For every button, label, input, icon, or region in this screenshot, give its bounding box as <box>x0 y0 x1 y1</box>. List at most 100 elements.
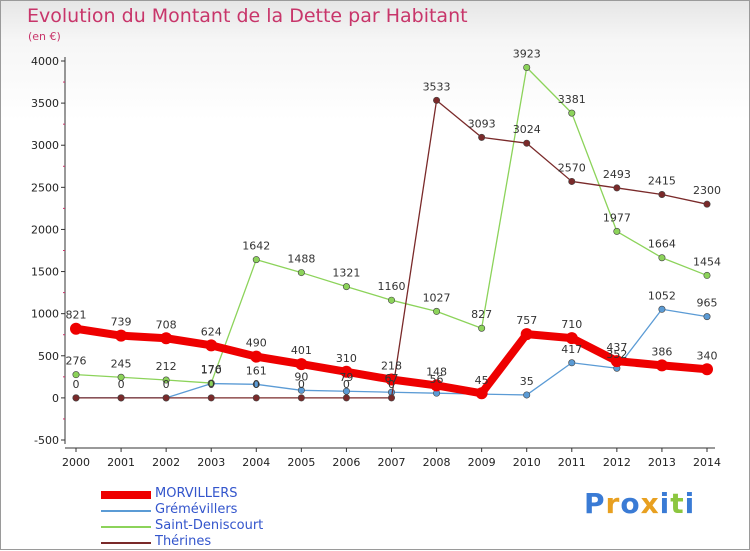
data-label: 0 <box>343 378 350 391</box>
data-label: 1488 <box>287 253 315 266</box>
series-point <box>703 271 711 279</box>
series-point <box>70 322 82 335</box>
logo-letter: i <box>684 487 696 520</box>
data-label: 1321 <box>332 267 360 280</box>
data-label: 161 <box>246 364 267 377</box>
x-tick-label: 2009 <box>468 456 496 469</box>
series-point <box>250 350 263 363</box>
data-label: 245 <box>111 357 132 370</box>
data-label: 56 <box>430 373 444 386</box>
data-label: 708 <box>156 318 177 331</box>
series-point <box>655 359 668 372</box>
series-point <box>475 387 488 400</box>
x-tick-label: 2010 <box>513 456 541 469</box>
series-point <box>523 391 531 399</box>
series-point <box>701 363 713 376</box>
series-point <box>72 371 80 379</box>
data-label: 1027 <box>423 291 451 304</box>
data-label: 1977 <box>603 211 631 224</box>
data-label: 2570 <box>558 161 586 174</box>
series-point <box>433 307 441 315</box>
series-point <box>703 200 711 208</box>
series-point <box>117 373 125 381</box>
data-label: 827 <box>471 308 492 321</box>
series-point <box>297 394 305 402</box>
series-point <box>703 313 711 321</box>
data-label: 35 <box>520 375 534 388</box>
data-label: 757 <box>516 314 537 327</box>
legend-swatch <box>101 510 151 512</box>
logo-letter: t <box>670 487 685 520</box>
legend-swatch <box>101 526 151 528</box>
x-tick-label: 2008 <box>423 456 451 469</box>
data-label: 79 <box>339 371 353 384</box>
legend-swatch <box>101 491 151 499</box>
data-label: 218 <box>381 360 402 373</box>
data-label: 1642 <box>242 240 270 253</box>
chart-series <box>70 63 713 402</box>
series-point <box>205 339 218 352</box>
y-tick-label: 500 <box>38 350 59 363</box>
data-label: 276 <box>66 355 87 368</box>
series-point <box>478 324 486 332</box>
y-tick-label: 2500 <box>31 181 59 194</box>
data-label: 0 <box>208 378 215 391</box>
series-point <box>160 332 173 345</box>
series-point <box>297 386 305 394</box>
series-point <box>72 394 80 402</box>
x-tick-label: 2013 <box>648 456 676 469</box>
logo-letter: i <box>659 487 671 520</box>
chart-data-labels: 821 739 708 624 490 401 310 218 148 757 710 437 386 3… <box>66 47 722 390</box>
data-label: 3024 <box>513 123 541 136</box>
y-tick-label: 1000 <box>31 308 59 321</box>
series-point <box>613 184 621 192</box>
series-point <box>658 305 666 313</box>
y-tick-label: 0 <box>52 392 59 405</box>
series-point <box>115 329 128 342</box>
series-point <box>295 358 308 371</box>
x-tick-label: 2004 <box>242 456 270 469</box>
y-tick-label: 3000 <box>31 139 59 152</box>
data-label: 1664 <box>648 238 676 251</box>
data-label: 3923 <box>513 47 541 60</box>
data-label: 739 <box>111 316 132 329</box>
series-point <box>523 139 531 147</box>
data-label: 90 <box>294 370 308 383</box>
chart-title: Evolution du Montant de la Dette par Hab… <box>27 5 468 27</box>
data-label: 1052 <box>648 289 676 302</box>
y-tick-label: -500 <box>34 434 59 447</box>
data-label: 0 <box>388 378 395 391</box>
data-label: 310 <box>336 352 357 365</box>
data-label: 212 <box>156 360 177 373</box>
data-label: 386 <box>651 345 672 358</box>
series-point <box>117 394 125 402</box>
data-label: 3381 <box>558 93 586 106</box>
chart-unit-label: (en €) <box>28 30 61 43</box>
logo-letter: r <box>605 487 621 520</box>
data-label: 0 <box>163 378 170 391</box>
x-tick-label: 2002 <box>152 456 180 469</box>
legend-swatch <box>101 542 151 544</box>
logo-letter: o <box>620 487 641 520</box>
series-point <box>162 376 170 384</box>
data-label: 2493 <box>603 168 631 181</box>
data-label: 2300 <box>693 184 721 197</box>
data-label: 0 <box>73 378 80 391</box>
series-point <box>252 256 260 264</box>
series-point <box>297 269 305 277</box>
x-tick-label: 2006 <box>332 456 360 469</box>
x-tick-label: 2005 <box>287 456 315 469</box>
series-point <box>568 359 576 367</box>
data-label: 45 <box>475 374 489 387</box>
data-label: 148 <box>426 365 447 378</box>
legend-label: MORVILLERS <box>155 486 238 501</box>
x-tick-label: 2012 <box>603 456 631 469</box>
x-tick-label: 2014 <box>693 456 721 469</box>
data-label: 170 <box>201 364 222 377</box>
series-point <box>252 380 260 388</box>
series-point <box>568 109 576 117</box>
proxiti-logo: Proxiti <box>584 487 695 520</box>
series-point <box>162 394 170 402</box>
x-tick-label: 2011 <box>558 456 586 469</box>
